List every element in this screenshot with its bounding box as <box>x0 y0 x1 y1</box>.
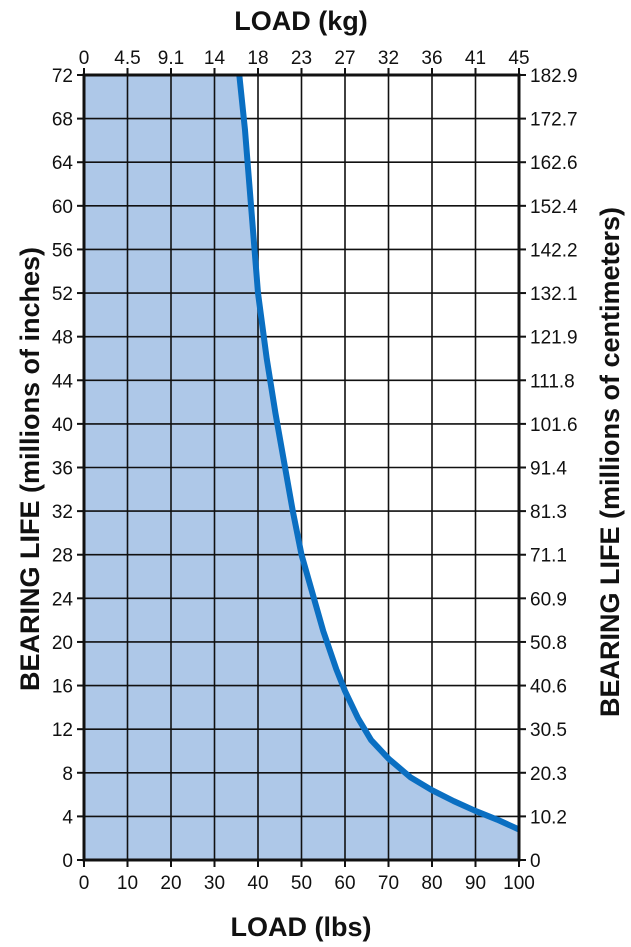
y-right-tick-label: 40.6 <box>530 677 567 698</box>
y-axis-right-title: BEARING LIFE (millions of centimeters) <box>595 207 625 717</box>
y-left-tick-label: 64 <box>52 153 74 174</box>
x-top-tick-label: 18 <box>247 48 268 69</box>
y-left-tick-label: 20 <box>52 633 73 654</box>
x-bottom-tick-label: 0 <box>79 873 90 894</box>
x-top-tick-label: 14 <box>204 48 226 69</box>
y-right-tick-label: 0 <box>530 851 541 872</box>
y-left-tick-label: 36 <box>52 459 73 480</box>
y-left-tick-label: 68 <box>52 110 73 131</box>
x-top-tick-label: 36 <box>421 48 442 69</box>
y-right-tick-label: 30.5 <box>530 720 567 741</box>
y-right-tick-label: 152.4 <box>530 197 578 218</box>
x-top-tick-label: 27 <box>334 48 355 69</box>
x-axis-top-title: LOAD (kg) <box>234 6 367 36</box>
y-left-tick-label: 12 <box>52 720 73 741</box>
x-top-tick-label: 23 <box>291 48 312 69</box>
x-top-tick-label: 0 <box>79 48 90 69</box>
y-left-tick-label: 0 <box>62 851 73 872</box>
y-right-tick-label: 162.6 <box>530 153 578 174</box>
y-left-tick-label: 72 <box>52 66 73 87</box>
y-right-tick-label: 101.6 <box>530 415 578 436</box>
y-left-tick-label: 40 <box>52 415 73 436</box>
y-left-tick-label: 28 <box>52 546 73 567</box>
x-top-tick-label: 41 <box>465 48 486 69</box>
y-left-tick-label: 24 <box>52 589 74 610</box>
y-right-tick-label: 182.9 <box>530 66 578 87</box>
x-top-tick-label: 45 <box>508 48 529 69</box>
y-right-tick-label: 10.2 <box>530 807 567 828</box>
y-left-tick-label: 56 <box>52 240 73 261</box>
y-right-tick-label: 132.1 <box>530 284 578 305</box>
y-left-tick-label: 16 <box>52 677 73 698</box>
y-right-tick-label: 60.9 <box>530 589 567 610</box>
x-bottom-tick-label: 40 <box>247 873 268 894</box>
y-right-tick-label: 111.8 <box>530 371 575 392</box>
x-bottom-tick-label: 90 <box>465 873 486 894</box>
y-right-tick-label: 50.8 <box>530 633 567 654</box>
y-left-tick-label: 48 <box>52 328 73 349</box>
x-bottom-tick-label: 70 <box>378 873 399 894</box>
x-bottom-tick-label: 50 <box>291 873 312 894</box>
y-right-tick-label: 121.9 <box>530 328 578 349</box>
x-top-tick-label: 9.1 <box>158 48 184 69</box>
x-bottom-tick-label: 100 <box>503 873 535 894</box>
x-bottom-tick-label: 30 <box>204 873 225 894</box>
y-left-tick-label: 4 <box>62 807 73 828</box>
y-right-tick-label: 81.3 <box>530 502 567 523</box>
y-right-tick-label: 20.3 <box>530 764 567 785</box>
y-right-tick-label: 172.7 <box>530 110 578 131</box>
x-axis-bottom-title: LOAD (lbs) <box>231 912 372 942</box>
x-bottom-tick-label: 60 <box>334 873 355 894</box>
y-left-tick-label: 44 <box>52 371 74 392</box>
curve-layer <box>236 74 521 833</box>
x-top-tick-label: 4.5 <box>114 48 140 69</box>
y-left-tick-label: 8 <box>62 764 73 785</box>
shaded-area <box>84 75 519 860</box>
y-left-tick-label: 32 <box>52 502 73 523</box>
y-right-tick-label: 142.2 <box>530 240 578 261</box>
x-bottom-tick-label: 20 <box>160 873 181 894</box>
bearing-life-curve <box>236 74 521 833</box>
y-left-tick-label: 52 <box>52 284 73 305</box>
plot-fill-layer <box>84 75 519 860</box>
y-right-tick-label: 91.4 <box>530 459 567 480</box>
x-top-tick-label: 32 <box>378 48 399 69</box>
x-bottom-tick-label: 80 <box>421 873 442 894</box>
x-bottom-tick-label: 10 <box>117 873 138 894</box>
y-axis-left-title: BEARING LIFE (millions of inches) <box>15 247 45 691</box>
y-right-tick-label: 71.1 <box>530 546 567 567</box>
y-left-tick-label: 60 <box>52 197 73 218</box>
